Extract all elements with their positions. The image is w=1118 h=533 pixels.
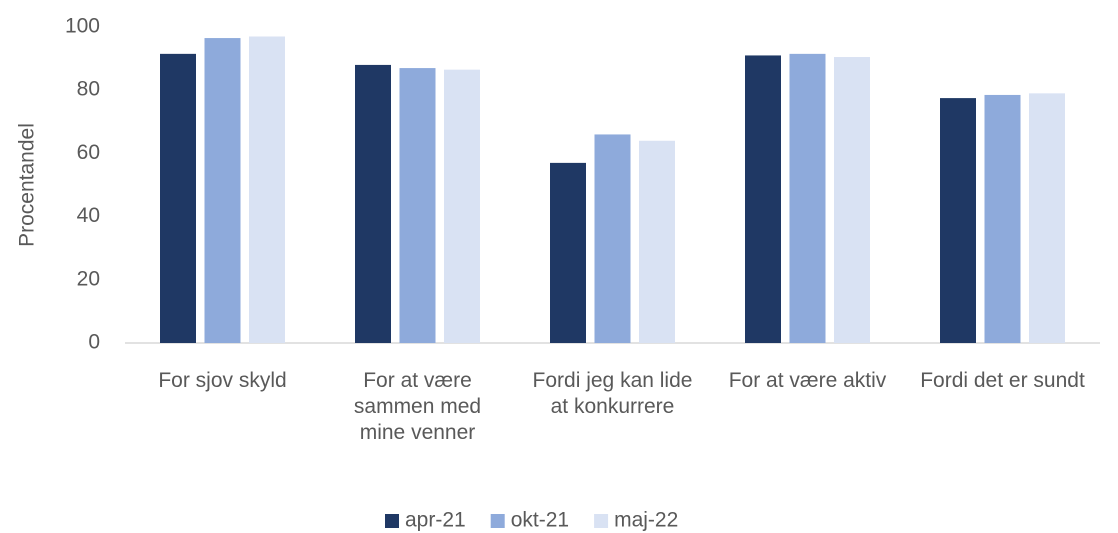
y-tick-label: 100 — [65, 15, 100, 38]
x-tick-label: For at være aktiv — [728, 369, 887, 392]
y-tick-label: 20 — [77, 267, 100, 290]
bar — [399, 68, 436, 343]
bar — [204, 38, 241, 344]
bar — [789, 53, 826, 344]
bar — [940, 98, 976, 343]
bar — [1029, 93, 1065, 343]
bar — [745, 55, 781, 343]
bar — [355, 64, 391, 344]
bar — [160, 53, 196, 344]
y-axis-label: Procentandel — [16, 123, 39, 247]
x-tick-label: Fordi jeg kan lide at konkurrere — [532, 369, 693, 418]
bar — [249, 36, 285, 343]
legend-swatch — [490, 514, 505, 528]
legend-swatch — [594, 514, 609, 528]
legend-label: maj-22 — [614, 509, 678, 532]
bar — [594, 134, 631, 343]
legend-label: apr-21 — [405, 509, 466, 532]
y-tick-label: 60 — [77, 141, 100, 164]
x-tick-label: For sjov skyld — [158, 369, 287, 392]
bar — [984, 94, 1021, 343]
legend-swatch — [385, 514, 399, 528]
legend-label: okt-21 — [511, 509, 569, 532]
bar — [444, 69, 480, 343]
bar — [834, 57, 870, 344]
x-tick-label: Fordi det er sundt — [920, 369, 1085, 392]
bar — [550, 162, 586, 343]
y-tick-label: 40 — [77, 204, 100, 227]
y-tick-label: 0 — [88, 331, 100, 354]
x-tick-label: For at være sammen med mine venner — [353, 369, 482, 444]
bar — [639, 140, 675, 343]
y-tick-label: 80 — [77, 78, 100, 101]
